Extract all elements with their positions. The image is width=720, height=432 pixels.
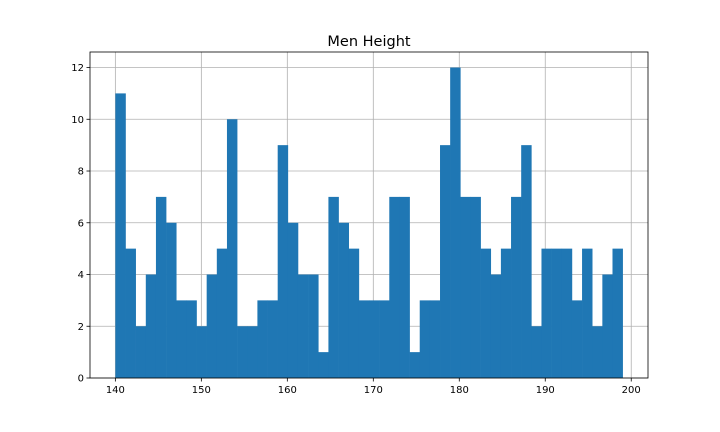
histogram-bar [511,196,522,378]
histogram-bar [115,93,126,379]
histogram-bars [115,67,623,379]
histogram-bar [226,119,238,379]
x-tick-label: 140 [106,385,125,396]
histogram-bar [470,196,481,378]
histogram-bar [541,248,552,378]
histogram-bar [419,300,431,378]
histogram-bar [135,326,147,378]
histogram-bar [176,300,187,378]
axes-frame [89,51,649,379]
histogram-bar [379,300,390,378]
x-tick-label: 170 [364,385,383,396]
x-tick-label: 160 [278,385,297,396]
histogram-bar [490,274,502,378]
histogram-bar [186,300,197,378]
chart-title: Men Height [327,34,410,50]
histogram-bar [450,67,461,379]
histogram-bar [287,222,299,378]
histogram-bar [369,300,380,378]
histogram-bar [592,326,603,378]
histogram-bar [338,222,350,378]
histogram-bar [531,326,542,378]
histogram-bar [429,300,441,378]
histogram-bar [521,145,532,378]
histogram-bar [267,300,278,378]
x-tick-label: 190 [536,385,555,396]
histogram-bar [440,145,451,378]
histogram-bar [237,326,248,378]
histogram-bar [297,274,309,378]
histogram-bar [460,196,471,378]
y-tick-label: 10 [71,115,84,126]
histogram-bar [155,196,167,378]
histogram-bar [480,248,492,378]
histogram-bar [348,248,360,378]
histogram-bar [257,300,268,378]
histogram-bar [561,248,573,378]
histogram-bar [166,222,177,378]
axis-ticks: 140 150 160 170 180 190 200 0 2 4 6 8 10 12 [71,63,641,396]
y-tick-label: 6 [78,218,84,229]
histogram-bar [277,145,289,378]
histogram-bar [247,326,258,378]
histogram-bar [551,248,563,378]
histogram-bar [571,300,583,378]
y-tick-label: 8 [78,167,84,178]
histogram-bar [145,274,157,378]
histogram-bar [125,248,136,378]
histogram-bar [389,196,400,378]
y-tick-label: 4 [78,270,84,281]
histogram-bar [196,326,207,378]
histogram-bar [358,300,370,378]
histogram-bar [318,352,329,378]
y-tick-label: 2 [78,322,84,333]
histogram-bar [216,248,228,378]
histogram-bar [308,274,319,378]
x-tick-label: 200 [622,385,641,396]
histogram-bar [612,248,623,378]
x-tick-label: 150 [192,385,211,396]
x-tick-label: 180 [450,385,469,396]
histogram-bar [602,274,613,378]
histogram-bar [399,196,410,378]
y-tick-label: 0 [78,374,84,385]
histogram-bar [409,352,421,378]
histogram-bar [328,196,339,378]
y-tick-label: 12 [71,63,84,74]
histogram-bar [500,248,512,378]
histogram-bar [582,248,593,378]
histogram-bar [206,274,218,378]
